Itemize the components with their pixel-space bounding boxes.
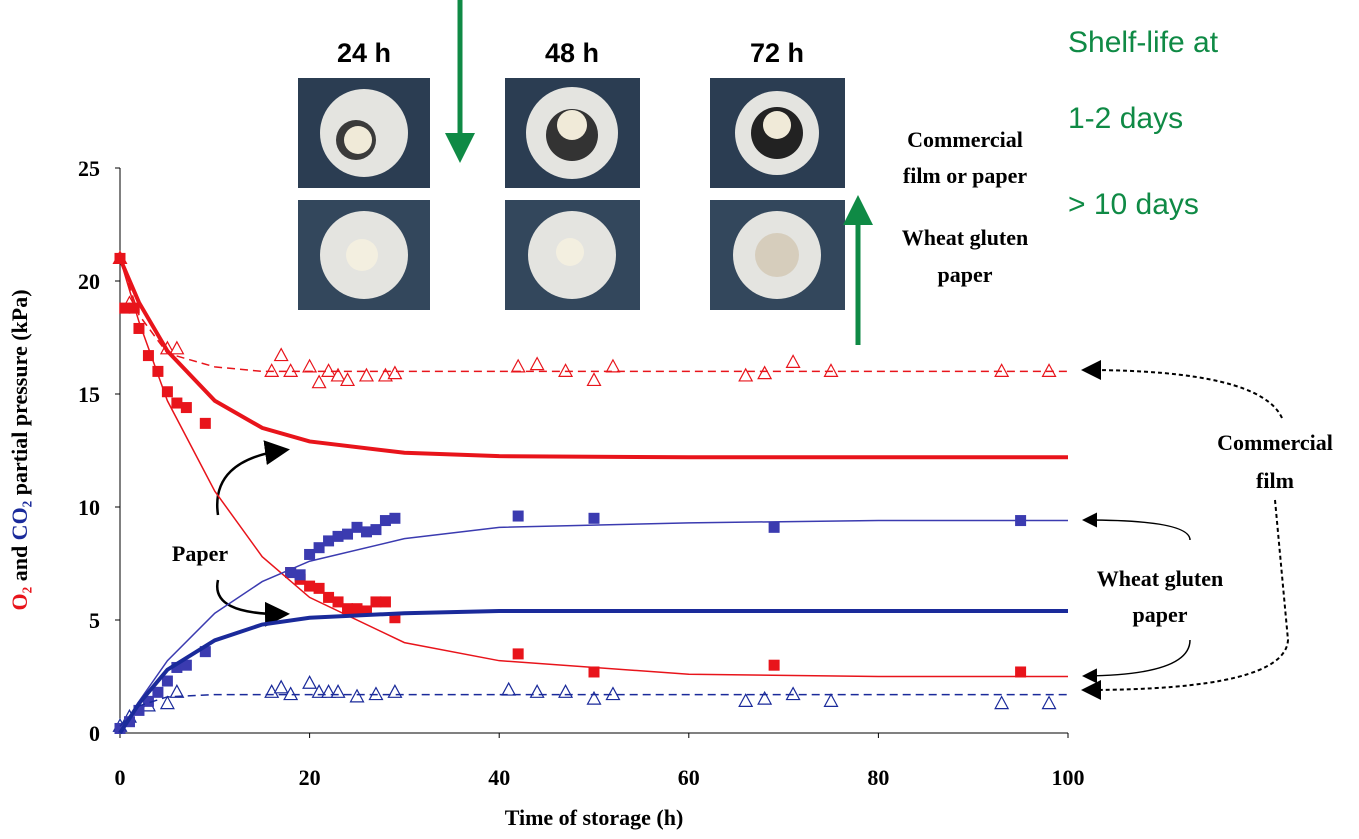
square-marker — [370, 524, 381, 535]
right-label: paper — [1133, 602, 1188, 627]
y-tick-label: 10 — [78, 495, 100, 520]
triangle-marker — [559, 364, 572, 376]
right-label: Wheat gluten — [1097, 566, 1224, 591]
y-tick-label: 20 — [78, 269, 100, 294]
triangle-marker — [995, 697, 1008, 709]
triangle-marker — [322, 364, 335, 376]
triangle-marker — [606, 360, 619, 372]
x-axis-label: Time of storage (h) — [505, 805, 684, 830]
triangle-marker — [369, 688, 382, 700]
x-tick-label: 20 — [299, 765, 321, 790]
y-tick-label: 15 — [78, 382, 100, 407]
square-marker — [323, 535, 334, 546]
chart: 24 h 48 h 72 h Commercial film or paper … — [0, 0, 1359, 839]
triangle-marker — [825, 694, 838, 706]
photo-time: 72 h — [750, 38, 804, 68]
square-marker — [200, 418, 211, 429]
square-marker — [295, 569, 306, 580]
photo-row-label: Commercial — [907, 127, 1023, 152]
triangle-marker — [531, 685, 544, 697]
triangle-marker — [825, 364, 838, 376]
square-marker — [380, 596, 391, 607]
triangle-marker — [303, 676, 316, 688]
right-label: film — [1256, 468, 1294, 493]
triangle-marker — [265, 364, 278, 376]
triangle-marker — [303, 360, 316, 372]
photo-time: 48 h — [545, 38, 599, 68]
square-marker — [513, 648, 524, 659]
square-marker — [769, 660, 780, 671]
y-tick-label: 25 — [78, 156, 100, 181]
triangle-marker — [559, 685, 572, 697]
y-label-part: CO₂ — [7, 500, 32, 540]
photos — [298, 78, 845, 310]
photo-row-label: film or paper — [903, 163, 1027, 188]
square-marker — [314, 542, 325, 553]
x-tick-label: 40 — [488, 765, 510, 790]
photo-row-label: Wheat gluten — [902, 225, 1029, 250]
square-marker — [333, 531, 344, 542]
square-marker — [323, 592, 334, 603]
y-tick-label: 0 — [89, 721, 100, 746]
square-marker — [370, 596, 381, 607]
y-label-part: and — [7, 540, 32, 586]
triangle-marker — [388, 685, 401, 697]
right-label: Commercial — [1217, 430, 1333, 455]
triangle-marker — [170, 342, 183, 354]
triangle-marker — [275, 349, 288, 361]
square-marker — [181, 402, 192, 413]
square-marker — [333, 596, 344, 607]
triangle-marker — [512, 360, 525, 372]
square-marker — [342, 603, 353, 614]
x-tick-label: 100 — [1052, 765, 1085, 790]
triangle-marker — [351, 690, 364, 702]
triangle-marker — [531, 358, 544, 370]
paper-label: Paper — [172, 541, 228, 566]
triangle-marker — [275, 681, 288, 693]
x-tick-label: 60 — [678, 765, 700, 790]
square-marker — [352, 603, 363, 614]
shelf-life: 1-2 days — [1068, 102, 1183, 135]
square-marker — [361, 526, 372, 537]
triangle-marker — [313, 376, 326, 388]
square-marker — [304, 549, 315, 560]
y-label-part: partial pressure (kPa) — [7, 289, 32, 500]
square-marker — [314, 583, 325, 594]
triangle-marker — [332, 685, 345, 697]
photo-time: 24 h — [337, 38, 391, 68]
triangle-marker — [1043, 364, 1056, 376]
square-marker — [589, 513, 600, 524]
triangle-marker — [787, 688, 800, 700]
triangle-marker — [1043, 697, 1056, 709]
triangle-marker — [388, 367, 401, 379]
square-marker — [389, 513, 400, 524]
square-marker — [342, 529, 353, 540]
x-tick-label: 80 — [867, 765, 889, 790]
triangle-marker — [588, 373, 601, 385]
square-marker — [513, 511, 524, 522]
y-label-part: O₂ — [7, 586, 32, 610]
triangle-marker — [606, 688, 619, 700]
triangle-marker — [502, 683, 515, 695]
triangle-marker — [995, 364, 1008, 376]
square-marker — [304, 581, 315, 592]
triangle-marker — [284, 364, 297, 376]
square-marker — [380, 515, 391, 526]
square-marker — [352, 522, 363, 533]
square-marker — [119, 303, 130, 314]
y-tick-label: 5 — [89, 608, 100, 633]
triangle-marker — [787, 355, 800, 367]
square-marker — [769, 522, 780, 533]
y-axis-label: O₂ and CO₂ partial pressure (kPa) — [7, 289, 32, 610]
triangle-marker — [739, 694, 752, 706]
triangle-marker — [758, 367, 771, 379]
photo-row-label: paper — [938, 262, 993, 287]
x-tick-label: 0 — [115, 765, 126, 790]
square-marker — [171, 398, 182, 409]
shelf-life: Shelf-life at — [1068, 26, 1219, 59]
shelf-life: > 10 days — [1068, 188, 1199, 221]
